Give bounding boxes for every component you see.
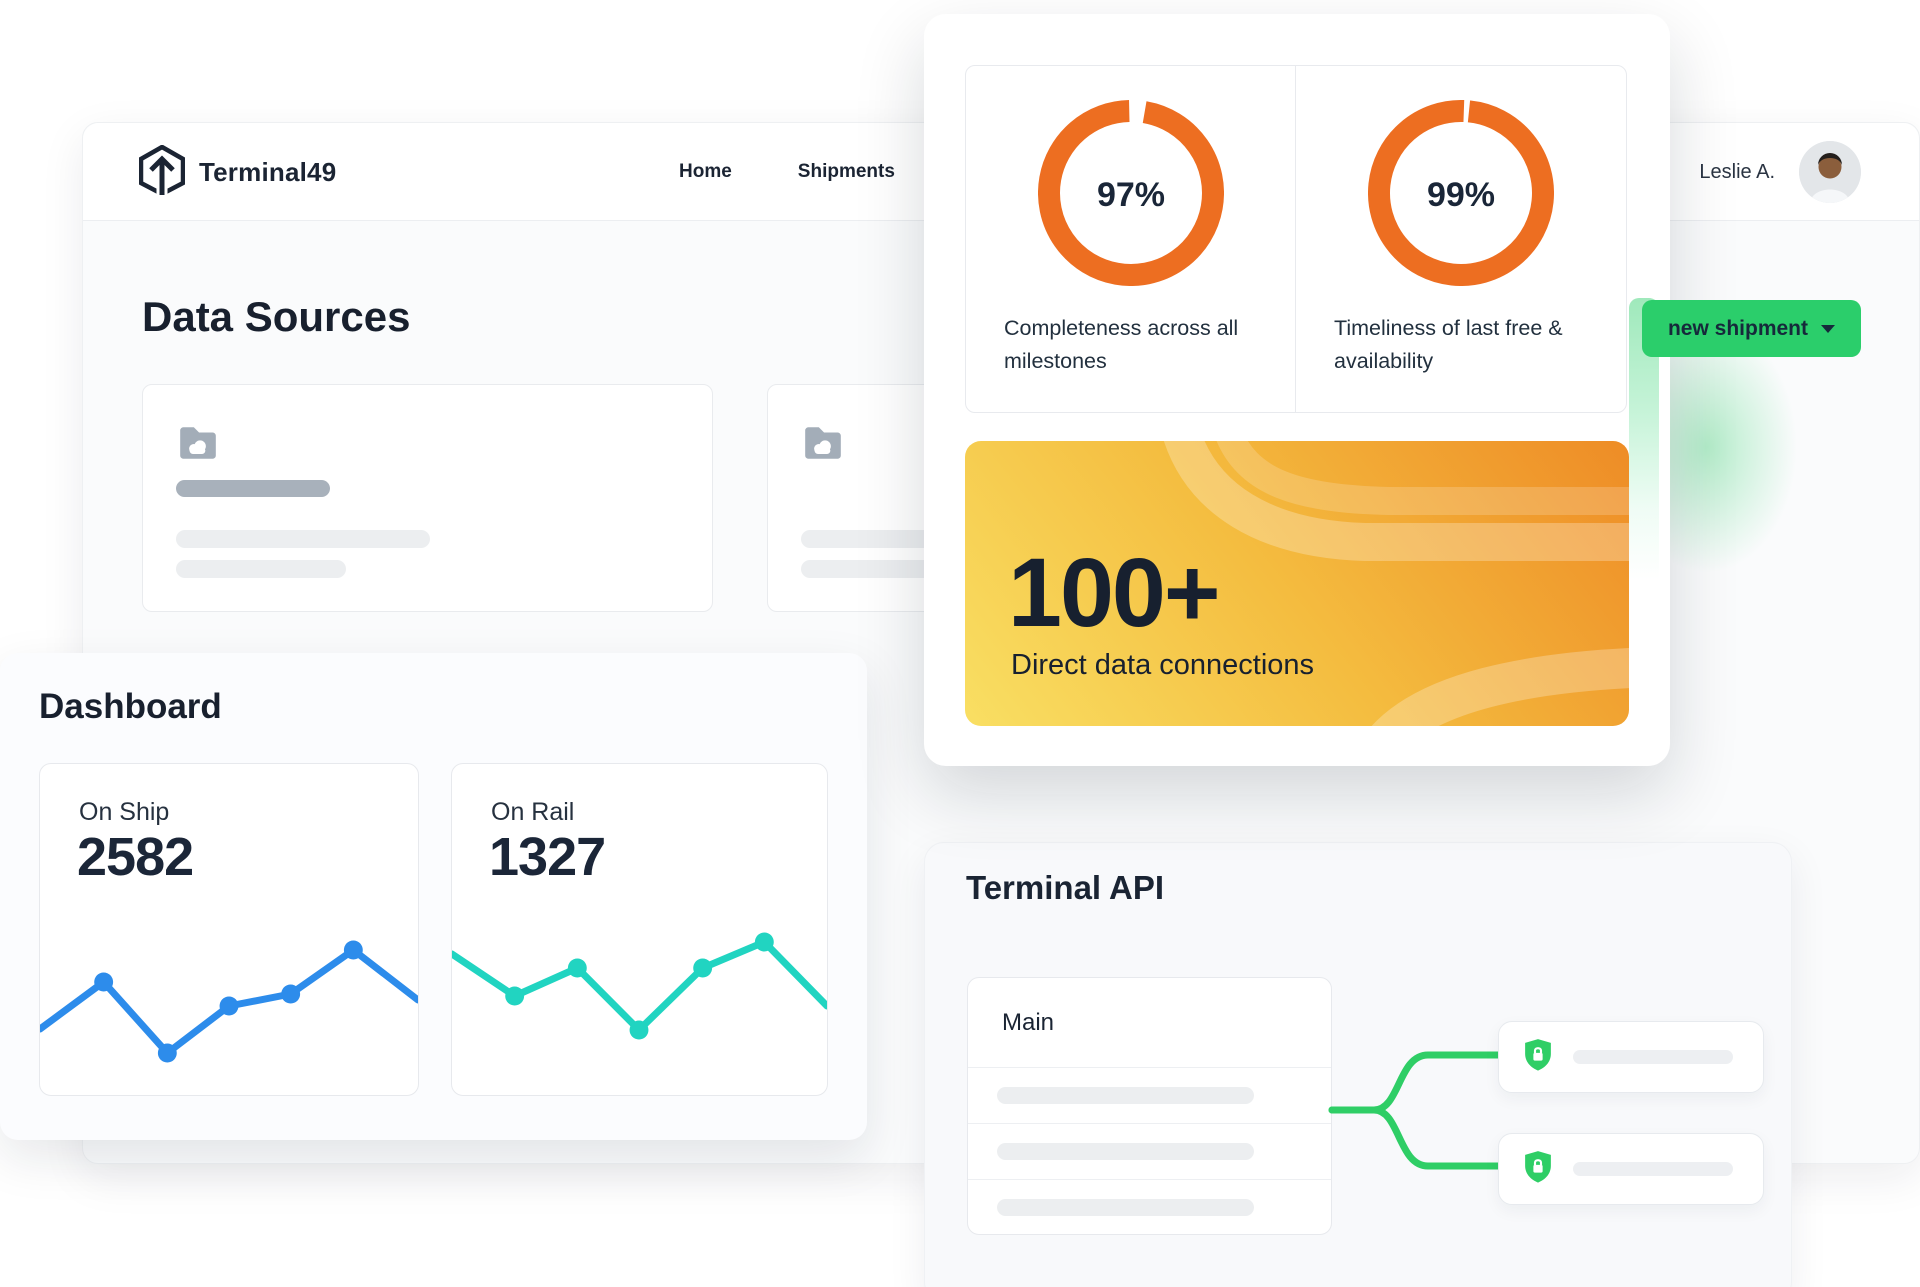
path-stripes-decoration (1163, 441, 1629, 726)
api-row (968, 1068, 1331, 1124)
api-endpoint-node (1498, 1021, 1764, 1093)
donut-chart-timeliness: 99% (1368, 100, 1554, 291)
terminal-api-panel: Terminal API Main (924, 842, 1792, 1287)
new-shipment-button[interactable]: new shipment (1642, 300, 1861, 357)
connections-count: 100+ (1008, 538, 1220, 647)
donut-panel-timeliness: 99% Timeliness of last free & availabili… (1296, 66, 1626, 412)
api-row (968, 1180, 1331, 1236)
main-nav: Home Shipments (679, 123, 895, 221)
folder-cloud-icon (801, 421, 845, 470)
terminal49-logo-icon (138, 143, 186, 200)
page-title-data-sources: Data Sources (142, 293, 411, 340)
skeleton-line (1573, 1162, 1733, 1176)
api-connector-lines (1328, 1051, 1502, 1170)
stat-card-on-ship[interactable]: On Ship 2582 (39, 763, 419, 1096)
user-name: Leslie A. (1699, 160, 1775, 183)
stat-card-on-rail[interactable]: On Rail 1327 (451, 763, 828, 1096)
avatar[interactable] (1799, 141, 1861, 203)
terminal-api-title: Terminal API (966, 869, 1165, 906)
donut-caption: Timeliness of last free & availability (1334, 316, 1563, 373)
stat-label: On Ship (79, 798, 170, 826)
api-endpoint-node (1498, 1133, 1764, 1205)
skeleton-line (176, 530, 430, 548)
connections-label: Direct data connections (1011, 649, 1315, 681)
on-ship-line-chart (40, 940, 418, 1063)
stat-value: 1327 (489, 827, 606, 887)
data-source-card[interactable] (142, 384, 713, 612)
skeleton-line (997, 1143, 1254, 1160)
shield-lock-icon (1523, 1038, 1553, 1077)
skeleton-title-bar (176, 480, 330, 497)
skeleton-line (176, 560, 346, 578)
brand-name: Terminal49 (199, 156, 337, 187)
quality-stats-box: 97% Completeness across all milestones 9… (965, 65, 1627, 413)
api-row (968, 1124, 1331, 1180)
donut-caption: Completeness across all milestones (1004, 316, 1239, 373)
api-main-label: Main (968, 978, 1331, 1068)
brand[interactable]: Terminal49 (138, 123, 337, 221)
donut-value-label: 97% (1096, 176, 1164, 214)
stat-value: 2582 (77, 827, 194, 887)
on-rail-line-chart (452, 932, 827, 1040)
connections-highlight-card: 100+ Direct data connections (965, 441, 1629, 726)
user-menu[interactable]: Leslie A. (1699, 123, 1861, 221)
dashboard-panel: Dashboard On Ship 2582 On Rail 1327 (0, 653, 867, 1140)
nav-item-home[interactable]: Home (679, 161, 732, 182)
dashboard-title: Dashboard (39, 687, 222, 726)
shield-lock-icon (1523, 1150, 1553, 1189)
metrics-card: 97% Completeness across all milestones 9… (924, 14, 1670, 766)
api-main-node: Main (967, 977, 1332, 1235)
folder-cloud-icon (176, 421, 220, 470)
skeleton-line (997, 1087, 1254, 1104)
donut-panel-completeness: 97% Completeness across all milestones (966, 66, 1296, 412)
nav-item-shipments[interactable]: Shipments (797, 161, 895, 182)
caret-down-icon (1821, 324, 1836, 333)
skeleton-line (1573, 1050, 1733, 1064)
stat-label: On Rail (491, 798, 575, 826)
donut-chart-completeness: 97% (1037, 100, 1224, 291)
skeleton-line (997, 1199, 1254, 1216)
donut-value-label: 99% (1427, 176, 1495, 214)
new-shipment-label: new shipment (1667, 316, 1809, 340)
